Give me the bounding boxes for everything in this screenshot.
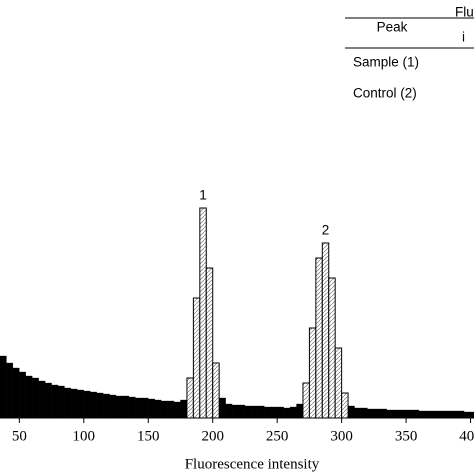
table-cell: Control (2) <box>353 86 417 101</box>
peak-label: 2 <box>322 223 330 238</box>
bar <box>418 410 426 419</box>
bar <box>270 406 278 419</box>
bar <box>167 400 175 419</box>
bar <box>225 403 233 419</box>
bar <box>328 277 336 419</box>
bar <box>77 389 84 419</box>
bar <box>238 404 246 419</box>
bar <box>115 395 123 419</box>
bar <box>463 411 471 419</box>
bar <box>257 405 265 419</box>
x-tick-label: 250 <box>266 428 289 444</box>
bar <box>135 397 142 419</box>
bar <box>19 371 26 419</box>
bar <box>141 397 149 419</box>
bar <box>399 409 407 419</box>
bar <box>128 396 136 419</box>
bar <box>412 409 420 419</box>
bar <box>25 375 33 419</box>
x-tick-label: 150 <box>137 428 160 444</box>
bar <box>57 385 65 419</box>
table-header: i <box>462 30 465 45</box>
x-tick-label: 300 <box>330 428 353 444</box>
bar <box>334 347 343 419</box>
bar <box>367 408 375 419</box>
bar <box>212 362 220 419</box>
bar <box>438 410 445 419</box>
bar <box>38 380 46 419</box>
table-header: Flu <box>455 5 474 20</box>
x-tick-label: 100 <box>73 428 96 444</box>
bar <box>160 400 168 419</box>
bar <box>425 410 433 419</box>
bar <box>431 410 439 419</box>
bar <box>205 267 214 419</box>
bar <box>251 405 258 419</box>
bar <box>102 393 110 419</box>
bar <box>302 382 310 419</box>
bar <box>173 401 181 419</box>
bar <box>231 404 239 419</box>
bar <box>264 406 271 419</box>
bar <box>244 405 252 419</box>
x-tick-label: 400 <box>459 428 474 444</box>
bar <box>277 406 284 419</box>
bar <box>341 392 349 419</box>
bar <box>90 391 97 419</box>
bar <box>219 397 226 419</box>
table-cell: Sample (1) <box>353 55 419 70</box>
bar <box>393 409 400 419</box>
bar <box>444 410 452 419</box>
bar <box>83 390 91 419</box>
bar <box>315 257 323 419</box>
bar <box>373 408 381 419</box>
bar <box>109 394 117 419</box>
x-axis-label: Fluorescence intensity <box>185 456 320 472</box>
bar <box>70 388 78 419</box>
x-tick-label: 200 <box>201 428 224 444</box>
bar <box>6 362 14 419</box>
bar <box>321 242 330 419</box>
x-tick-label: 350 <box>395 428 418 444</box>
bar <box>0 355 7 419</box>
bar <box>386 409 394 419</box>
bar <box>32 377 39 419</box>
bar <box>154 399 162 419</box>
bar <box>308 327 317 419</box>
table-header: Peak <box>377 20 408 35</box>
bar <box>12 367 20 419</box>
peak-label: 1 <box>199 188 207 203</box>
bar <box>122 395 130 419</box>
bar <box>451 410 458 419</box>
bar <box>180 399 188 419</box>
bar <box>347 405 355 419</box>
bar <box>283 407 291 419</box>
bar <box>296 403 304 419</box>
bar <box>148 398 155 419</box>
bar <box>192 297 201 419</box>
bar <box>186 377 194 419</box>
bar <box>354 407 362 419</box>
bar <box>289 406 297 419</box>
bar <box>405 409 413 419</box>
bar <box>457 410 465 419</box>
bar <box>64 387 72 419</box>
bar <box>470 411 474 419</box>
bar <box>44 382 52 419</box>
bar <box>96 392 104 419</box>
bar <box>360 407 368 419</box>
bar <box>199 207 207 419</box>
x-tick-label: 50 <box>12 428 27 444</box>
bar <box>51 384 59 419</box>
bar <box>380 408 387 419</box>
